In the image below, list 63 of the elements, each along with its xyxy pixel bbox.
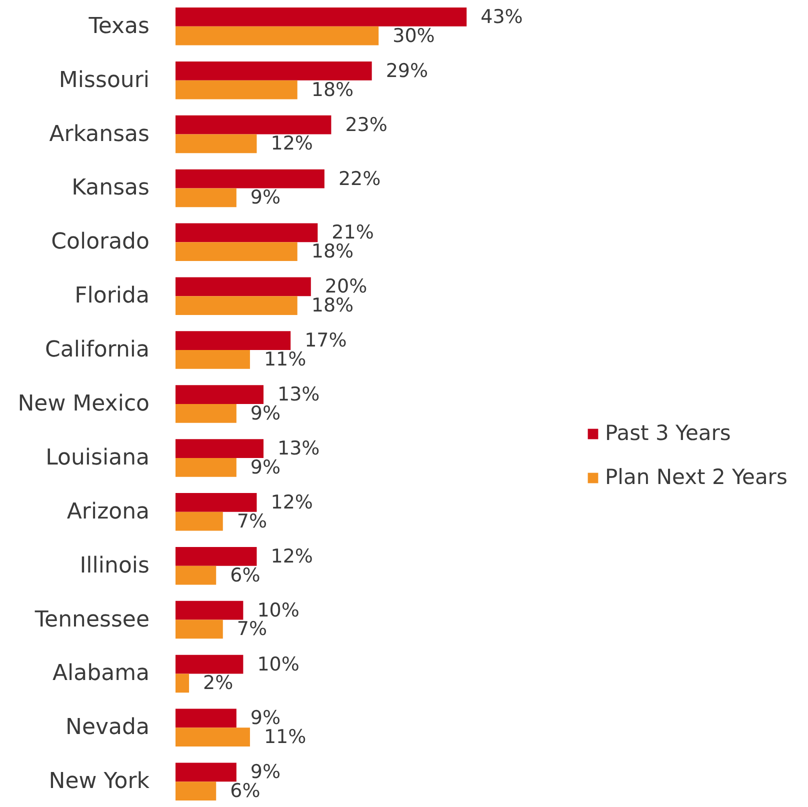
data-label: 17% (304, 330, 347, 352)
data-label: 12% (270, 545, 313, 568)
bar (176, 620, 223, 639)
data-label: 2% (203, 672, 234, 694)
bar (176, 439, 264, 458)
data-label: 18% (311, 78, 354, 101)
bar (176, 708, 236, 728)
y-tick-label: Missouri (58, 68, 150, 93)
bar (176, 782, 216, 800)
data-label: 30% (392, 24, 435, 47)
bar (176, 404, 236, 423)
bar (176, 80, 298, 100)
bar (176, 115, 332, 134)
bar (176, 566, 216, 585)
y-tick-label: Illinois (80, 553, 150, 578)
bar (176, 728, 250, 747)
bar (176, 223, 318, 242)
data-label: 11% (264, 348, 306, 370)
bar (176, 277, 311, 296)
bar (176, 296, 298, 315)
legend-label: Past 3 Years (605, 421, 731, 445)
data-label: 22% (338, 168, 381, 190)
bar (176, 512, 223, 531)
y-tick-label: Louisiana (46, 445, 150, 470)
bar (176, 134, 257, 154)
y-tick-label: Texas (88, 14, 150, 39)
bar (176, 188, 236, 208)
y-tick-label: Florida (74, 284, 150, 309)
y-tick-label: Arkansas (49, 122, 150, 147)
y-tick-label: New Mexico (18, 392, 150, 416)
y-tick-label: Nevada (66, 715, 150, 740)
data-label: 6% (230, 564, 260, 586)
y-tick-label: California (45, 338, 150, 363)
bar (176, 493, 257, 512)
bar (176, 600, 244, 620)
data-label: 12% (270, 132, 313, 155)
bar (176, 331, 291, 350)
y-tick-label: Tennessee (34, 607, 150, 632)
y-tick-label: Colorado (51, 230, 150, 255)
data-label: 43% (480, 6, 523, 28)
data-label: 23% (345, 114, 388, 136)
legend-label: Plan Next 2 Years (605, 465, 788, 489)
bar (176, 674, 190, 693)
bar (176, 61, 372, 80)
bar (176, 169, 324, 188)
y-tick-label: New York (48, 769, 150, 794)
y-tick-label: Arizona (66, 499, 150, 524)
bar (176, 546, 257, 566)
bar (176, 762, 236, 782)
data-label: 7% (236, 510, 268, 532)
data-label: 10% (257, 653, 300, 676)
bar (176, 385, 264, 404)
y-tick-label: Kansas (72, 176, 150, 201)
y-tick-label: Alabama (52, 661, 150, 686)
data-label: 29% (386, 60, 428, 82)
bar (176, 8, 467, 26)
bar (176, 654, 244, 674)
bar (176, 242, 298, 262)
data-label: 12% (270, 491, 313, 514)
bar (176, 350, 250, 369)
bar (176, 26, 379, 46)
bar (176, 458, 236, 477)
data-label: 9% (250, 186, 281, 209)
